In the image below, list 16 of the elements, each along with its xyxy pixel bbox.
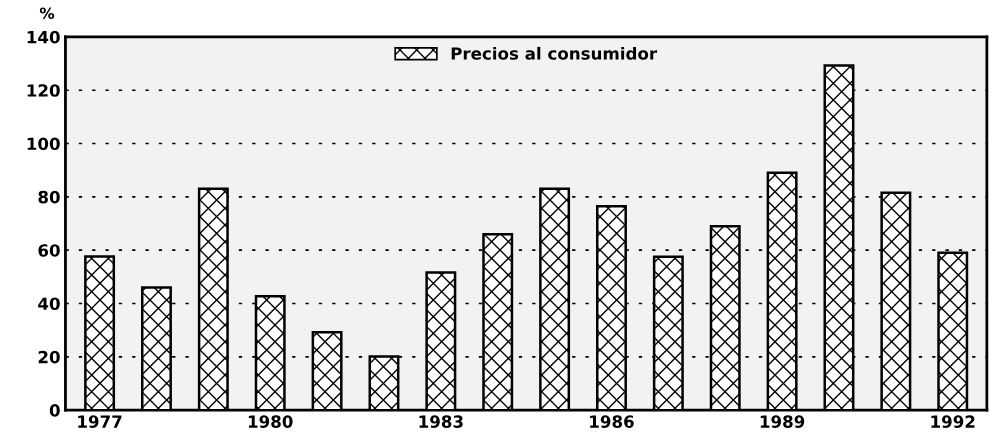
y-tick-label: 0 — [49, 404, 60, 417]
x-tick-label: 1980 — [248, 415, 293, 428]
x-tick-label: 1989 — [760, 415, 805, 428]
y-tick-label: 120 — [27, 84, 60, 97]
y-tick-label: 60 — [38, 244, 60, 257]
x-tick-label: 1986 — [590, 415, 634, 428]
x-tick-label: 1983 — [419, 415, 463, 428]
legend-label: Precios al consumidor — [451, 46, 658, 60]
y-tick-label: 80 — [38, 190, 60, 204]
x-tick-label: 1977 — [78, 415, 122, 428]
y-tick-label: 40 — [38, 297, 60, 311]
y-tick-label: 100 — [27, 137, 60, 151]
y-tick-label: 140 — [27, 30, 60, 44]
y-axis-title: % — [39, 7, 55, 19]
x-tick-label: 1992 — [931, 415, 975, 428]
y-tick-label: 20 — [38, 350, 60, 364]
